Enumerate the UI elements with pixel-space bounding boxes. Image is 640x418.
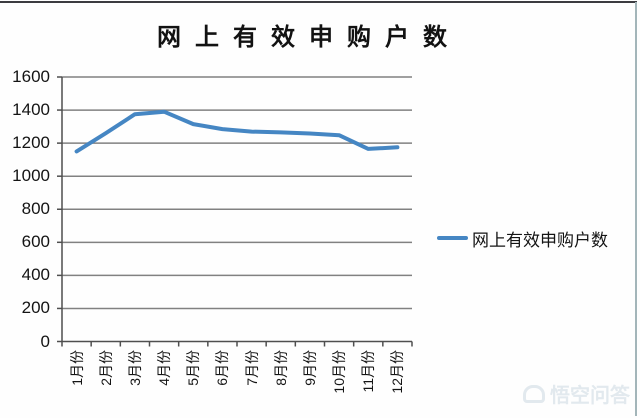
wukong-logo-icon <box>523 384 545 403</box>
y-axis-tick-label: 200 <box>21 298 50 318</box>
x-axis-tick-label: 5月份 <box>185 350 202 386</box>
x-axis-tick-label: 2月份 <box>97 350 114 386</box>
legend-label: 网上有效申购户数 <box>472 230 608 250</box>
legend: 网上有效申购户数 <box>437 228 608 250</box>
chart-title: 网上有效申购户数 <box>157 25 461 51</box>
y-axis-tick-label: 800 <box>21 199 50 219</box>
y-axis-tick-label: 0 <box>40 331 50 351</box>
x-axis-tick-label: 3月份 <box>126 350 143 386</box>
x-axis-tick-label: 4月份 <box>156 350 173 386</box>
y-axis-tick-label: 400 <box>21 265 50 285</box>
window-right-border <box>635 2 637 416</box>
watermark-text: 悟空问答 <box>550 385 630 407</box>
x-axis-tick-label: 10月份 <box>331 350 348 394</box>
y-axis-tick-label: 1000 <box>12 166 50 186</box>
window-top-border <box>0 1 637 3</box>
x-axis-tick-label: 1月份 <box>68 350 85 386</box>
x-axis-tick-label: 6月份 <box>214 350 231 386</box>
legend-line-swatch <box>437 236 468 240</box>
x-axis-tick-label: 11月份 <box>360 350 377 393</box>
y-axis-tick-label: 600 <box>21 232 50 252</box>
series-line <box>74 109 400 154</box>
x-axis-tick-label: 8月份 <box>272 350 289 386</box>
x-axis-tick-label: 7月份 <box>243 350 260 386</box>
y-axis-tick-label: 1400 <box>12 100 50 120</box>
x-axis-tick-label: 12月份 <box>389 350 406 394</box>
y-axis-tick-label: 1200 <box>12 133 50 153</box>
watermark: 悟空问答 <box>523 379 630 408</box>
x-axis-tick-label: 9月份 <box>301 350 318 386</box>
y-axis-tick-label: 1600 <box>12 67 50 86</box>
